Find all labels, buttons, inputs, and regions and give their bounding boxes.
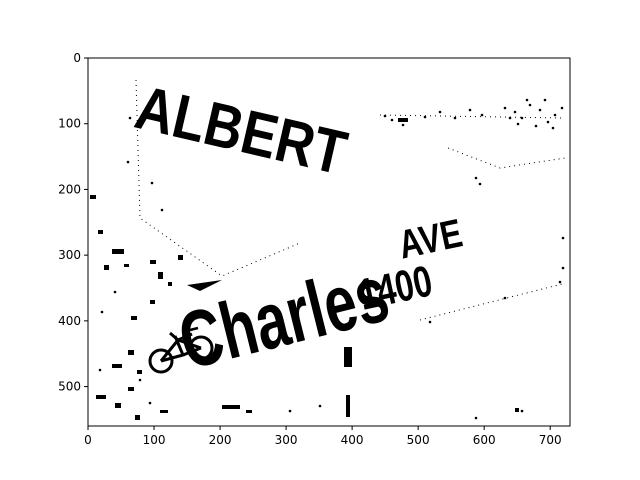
x-tick-label: 600 [473, 433, 496, 447]
sign-edges [135, 79, 566, 321]
noise-dots [98, 98, 565, 420]
x-tick-label: 500 [407, 433, 430, 447]
y-tick-label: 400 [58, 314, 81, 328]
x-tick-label: 0 [84, 433, 92, 447]
x-tick-label: 300 [275, 433, 298, 447]
x-tick-label: 200 [209, 433, 232, 447]
y-axis: 0 100 200 300 400 500 [58, 51, 88, 394]
x-axis: 0 100 200 300 400 500 600 700 [84, 426, 562, 447]
x-tick-label: 700 [539, 433, 562, 447]
bicycle-icon [148, 326, 214, 374]
y-tick-label: 0 [73, 51, 81, 65]
y-tick-label: 100 [58, 117, 81, 131]
axes-frame [87, 57, 571, 427]
speckles [90, 118, 519, 420]
x-tick-label: 400 [341, 433, 364, 447]
y-tick-label: 200 [58, 182, 81, 196]
y-tick-label: 300 [58, 248, 81, 262]
y-tick-label: 500 [58, 380, 81, 394]
image-background [88, 58, 570, 426]
x-tick-label: 100 [143, 433, 166, 447]
image-content: ALBERT AVE 1400 Charles [88, 58, 570, 426]
